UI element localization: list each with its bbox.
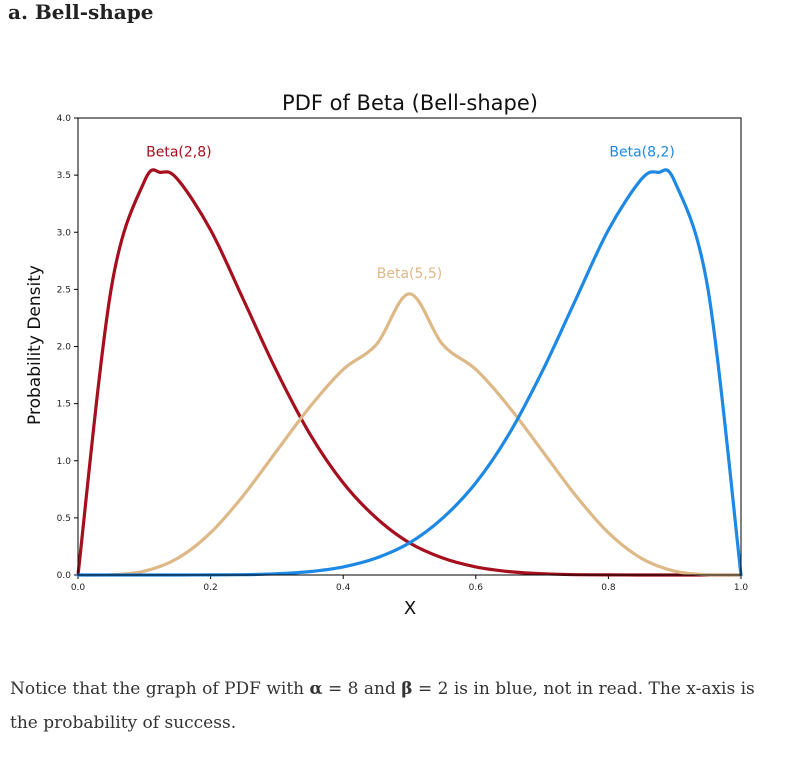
note-part-3: = 2 is in blue, not in read. The x-axis … xyxy=(10,679,755,733)
y-tick-label: 4.0 xyxy=(57,114,72,124)
alpha-symbol: α xyxy=(309,679,323,699)
beta-symbol: β xyxy=(401,679,413,699)
section-heading: a. Bell-shape xyxy=(8,0,154,24)
x-tick-label: 0.6 xyxy=(469,583,484,593)
x-tick-label: 0.2 xyxy=(203,583,217,593)
series-label-beta-5-5: Beta(5,5) xyxy=(377,266,442,282)
y-tick-label: 0.5 xyxy=(57,514,71,524)
note-part-1: Notice that the graph of PDF with xyxy=(10,679,310,699)
series-lines xyxy=(76,168,743,577)
y-tick-label: 2.5 xyxy=(57,285,71,295)
y-tick-label: 1.5 xyxy=(57,400,71,410)
beta-pdf-chart: PDF of Beta (Bell-shape) Probability Den… xyxy=(25,91,749,619)
y-tick-label: 3.0 xyxy=(57,228,72,238)
y-tick-label: 2.0 xyxy=(57,343,72,353)
chart-title: PDF of Beta (Bell-shape) xyxy=(282,91,538,115)
x-tick-label: 1.0 xyxy=(734,583,749,593)
series-line-beta-2-8 xyxy=(76,168,743,577)
explanatory-note: Notice that the graph of PDF with α = 8 … xyxy=(10,672,780,740)
series-labels: Beta(2,8) Beta(5,5) Beta(8,2) xyxy=(146,144,675,281)
series-line-beta-8-2 xyxy=(76,168,743,577)
axes-ticks: 0.0 0.2 0.4 0.6 0.8 1.0 0.0 0.5 1.0 1.5 2.0 2.5 3.0 3… xyxy=(57,114,749,593)
y-tick-label: 1.0 xyxy=(57,457,72,467)
x-tick-label: 0.8 xyxy=(601,583,616,593)
y-tick-label: 3.5 xyxy=(57,171,71,181)
x-axis-label: X xyxy=(404,598,416,619)
plot-frame xyxy=(77,117,742,576)
x-tick-label: 0.4 xyxy=(336,583,351,593)
series-label-beta-8-2: Beta(8,2) xyxy=(609,144,674,160)
series-label-beta-2-8: Beta(2,8) xyxy=(146,144,211,160)
x-tick-label: 0.0 xyxy=(71,583,86,593)
note-part-2: = 8 and xyxy=(322,679,402,699)
series-line-beta-5-5 xyxy=(76,292,743,577)
y-axis-label: Probability Density xyxy=(25,265,45,425)
y-tick-label: 0.0 xyxy=(57,571,72,581)
